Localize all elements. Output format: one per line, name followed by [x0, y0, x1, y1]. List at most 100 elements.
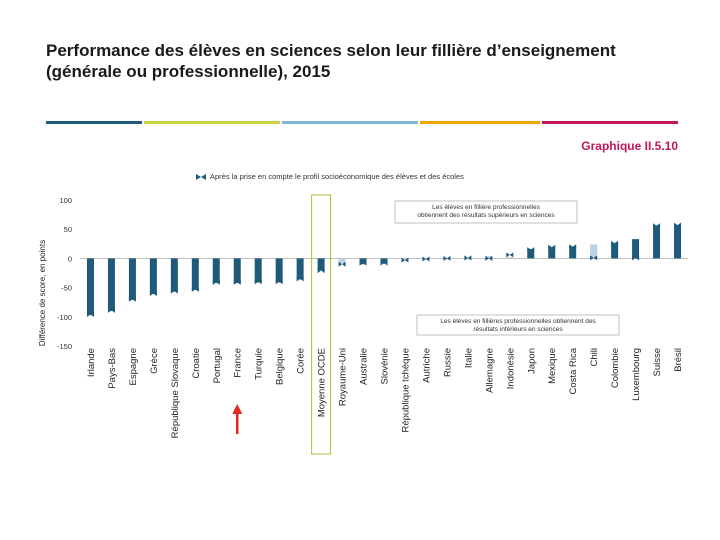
category-label: Pays-Bas	[107, 348, 118, 389]
adjusted-marker-icon	[233, 279, 241, 285]
adjusted-marker-icon	[317, 268, 325, 274]
annotation-bottom-text: Les élèves en fillières professionnelles…	[440, 318, 596, 325]
category-label: Allemagne	[484, 348, 495, 393]
bar-chili	[590, 244, 598, 259]
adjusted-marker-icon	[527, 247, 535, 253]
adjusted-marker-icon	[401, 257, 409, 263]
category-label: Brésil	[673, 348, 684, 372]
color-rule-4	[420, 121, 540, 124]
y-tick-label: 0	[68, 254, 72, 263]
adjusted-marker-icon	[107, 307, 115, 313]
bar-autriche	[422, 258, 430, 260]
category-label: Grèce	[149, 348, 160, 374]
adjusted-marker-icon	[359, 260, 367, 266]
page-title: Performance des élèves en sciences selon…	[46, 41, 616, 81]
adjusted-marker-icon	[191, 286, 199, 292]
bar-turquie	[254, 258, 262, 283]
bar-mexique	[548, 247, 556, 259]
adjusted-marker-icon	[254, 279, 262, 285]
adjusted-marker-icon	[422, 256, 430, 262]
adjusted-marker-icon	[338, 261, 346, 267]
color-rule-3	[282, 121, 418, 124]
adjusted-marker-icon	[569, 244, 577, 250]
bar-russie	[443, 258, 451, 260]
category-label: Croatie	[191, 348, 202, 379]
legend-label: Après la prise en compte le profil socio…	[210, 172, 464, 181]
category-label: Irlande	[86, 348, 97, 377]
bar-croatie	[191, 258, 199, 290]
bar-espagne	[128, 258, 136, 300]
adjusted-marker-icon	[632, 255, 640, 261]
category-label: Belgique	[275, 348, 286, 385]
adjusted-marker-icon	[464, 255, 472, 261]
adjusted-marker-icon	[296, 276, 304, 282]
adjusted-marker-icon	[86, 311, 94, 317]
color-rule-1	[46, 121, 142, 124]
annotation-bottom-text: résultats inférieurs en sciences	[473, 326, 563, 333]
adjusted-marker-icon	[170, 288, 178, 294]
category-label: Slovénie	[380, 348, 391, 384]
category-label: Russie	[442, 348, 453, 377]
y-tick-label: 50	[64, 225, 72, 234]
bar-gr-ce	[149, 258, 157, 295]
adjusted-marker-icon	[212, 279, 220, 285]
bar-costa-rica	[569, 246, 577, 259]
category-label: Luxembourg	[631, 348, 642, 401]
y-tick-label: -50	[61, 284, 72, 293]
adjusted-marker-icon	[443, 255, 451, 261]
bar-suisse	[653, 225, 661, 259]
bar-luxembourg	[632, 239, 640, 259]
adjusted-marker-icon	[380, 260, 388, 266]
oecd-highlight-box	[311, 194, 332, 455]
bar-irlande	[86, 258, 94, 316]
bar-allemagne	[485, 256, 493, 259]
adjusted-marker-icon	[674, 222, 682, 228]
category-label: Mexique	[547, 348, 558, 384]
category-label: Corée	[296, 348, 307, 374]
bar-portugal	[212, 258, 220, 283]
y-axis-title: Différence de score, en points	[38, 240, 47, 346]
category-label: Costa Rica	[568, 347, 579, 394]
category-label: Indonésie	[505, 348, 516, 389]
category-label: Autriche	[421, 348, 432, 383]
annotation-bottom-box	[416, 314, 620, 336]
france-arrow-icon	[232, 404, 243, 414]
adjusted-marker-icon	[149, 290, 157, 296]
category-label: Chili	[589, 348, 600, 366]
bar-belgique	[275, 258, 283, 283]
adjusted-marker-icon	[485, 255, 493, 261]
bar-moyenne-ocde	[317, 258, 325, 271]
color-rule-5	[542, 121, 678, 124]
bar-cor-e	[296, 258, 304, 280]
bar-r-publique-slovaque	[170, 258, 178, 292]
annotation-top-box	[394, 200, 578, 224]
bar-italie	[464, 258, 472, 260]
category-label: Moyenne OCDE	[317, 348, 328, 417]
bar-royaume-uni	[338, 258, 346, 264]
adjusted-marker-icon	[611, 240, 619, 246]
annotation-top-text: Les élèves en fillière professionnelles	[432, 204, 540, 211]
category-label: Japon	[526, 348, 537, 374]
category-label: République Slovaque	[170, 348, 181, 438]
y-tick-label: -100	[57, 313, 72, 322]
adjusted-marker-icon	[548, 244, 556, 250]
bar-indon-sie	[506, 257, 514, 259]
adjusted-marker-icon	[590, 255, 598, 261]
bar-br-sil	[674, 225, 682, 259]
chart-legend: Après la prise en compte le profil socio…	[196, 172, 464, 181]
category-label: France	[233, 348, 244, 378]
bar-colombie	[611, 243, 619, 259]
adjusted-marker-icon	[653, 223, 661, 229]
color-rule-2	[144, 121, 280, 124]
category-label: Suisse	[652, 348, 663, 377]
chart-reference: Graphique II.5.10	[581, 139, 678, 153]
bar-japon	[527, 249, 535, 259]
adjusted-marker-icon	[506, 252, 514, 258]
bar-r-publique-tch-que	[401, 258, 409, 261]
y-tick-label: -150	[57, 342, 72, 351]
category-label: Colombie	[610, 348, 621, 388]
adjusted-marker-icon	[275, 279, 283, 285]
bar-france	[233, 258, 241, 283]
annotation-top-text: obtiennent des résultats supérieurs en s…	[417, 212, 555, 219]
